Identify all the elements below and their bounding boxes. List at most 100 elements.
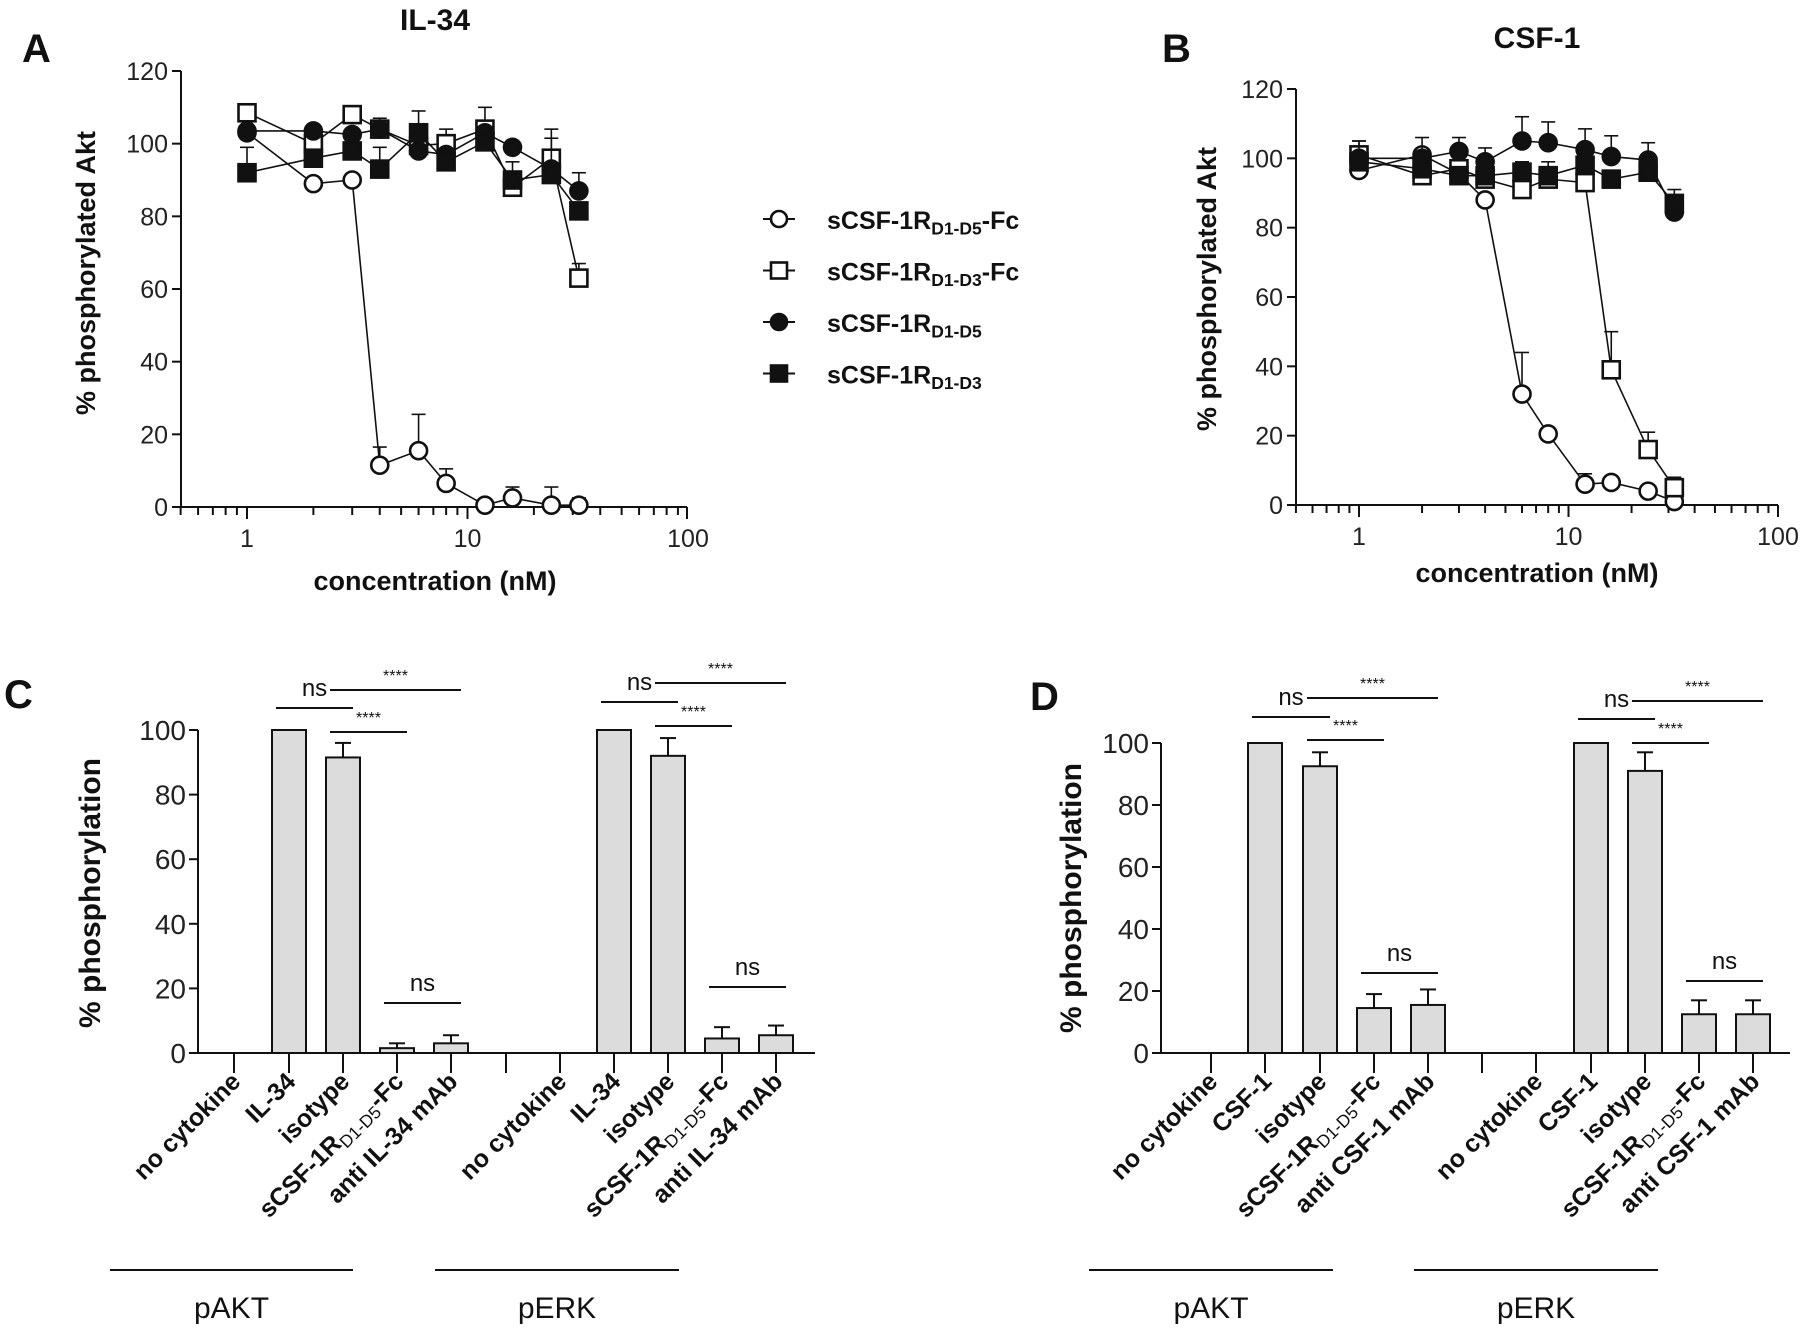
filled-square-marker [502,170,523,190]
label-suffix: -Fc [982,259,1020,287]
y-tick-label: 100 [139,715,186,746]
significance-label: **** [708,661,733,678]
bar-panel-C: 0 20 40 60 80 100 % phosphorylation no cytokine… [74,661,815,1325]
y-tick-label: 40 [140,349,168,377]
significance-label: **** [356,710,381,727]
series-line [246,132,579,507]
bar [1735,1013,1771,1054]
label-base: sCSF-1R [827,259,931,287]
label-subscript: D1-D5 [931,322,982,342]
filled-square-marker [369,159,390,179]
series-line [1358,154,1675,489]
y-tick-label: 100 [1102,728,1149,759]
label-subscript: D1-D5 [931,219,982,239]
series-line [246,131,580,212]
panel-letter: B [1162,27,1191,71]
y-tick-label: 80 [1255,215,1283,243]
bar [650,754,686,1055]
y-tick-label: 20 [1118,976,1149,1007]
open-square-marker [342,104,363,125]
y-tick-label: 80 [155,780,186,811]
y-tick-label: 0 [170,1038,186,1069]
label-base: sCSF-1R [827,310,931,338]
filled-square-marker [436,152,456,172]
significance-label: ns [1278,684,1303,711]
filled-square-marker [1538,165,1558,186]
bar [1247,742,1283,1054]
y-tick-label: 20 [1255,423,1283,451]
open-square-marker [769,261,789,280]
filled-square-marker [475,132,495,152]
y-tick-label: 60 [1255,284,1283,312]
y-axis-label: % phosphorylation [1055,763,1088,1033]
bar [596,729,632,1054]
label-subscript: D1-D3 [931,270,982,290]
panel-letter: C [4,673,33,717]
significance-label: ns [1387,940,1412,967]
y-tick-label: 80 [1118,790,1149,821]
open-square-marker [1601,359,1622,380]
significance-label: **** [1333,718,1358,735]
filled-circle-marker [1512,131,1532,151]
x-tick-label: 10 [454,525,482,553]
series-open-square [1349,140,1685,498]
significance-label: ns [1712,948,1737,975]
y-axis-label: % phosphorylation [74,758,107,1028]
open-circle-marker [342,170,363,190]
group-label: pERK [518,1292,596,1325]
y-tick-label: 120 [1241,76,1283,104]
filled-square-marker [1601,169,1622,189]
filled-square-marker [1664,193,1685,214]
group-label: pAKT [1173,1292,1248,1325]
y-tick-label: 80 [140,203,168,231]
x-tick-label: 100 [667,525,709,553]
label-base: sCSF-1R [578,1130,671,1223]
filled-square-marker [1575,155,1595,176]
series-open-circle [1349,145,1685,512]
legend-label: sCSF-1RD1-D5-Fc [827,207,1019,239]
open-circle-marker [436,473,456,494]
open-circle-marker [1512,384,1532,404]
y-tick-label: 0 [1133,1038,1149,1069]
y-tick-label: 60 [1118,852,1149,883]
filled-circle-marker [237,121,257,141]
label-suffix: -Fc [982,207,1020,235]
y-tick-label: 40 [1255,353,1283,381]
y-tick-label: 100 [126,131,168,159]
y-tick-label: 100 [1241,145,1283,173]
filled-square-marker [1449,165,1469,186]
filled-circle-marker [1538,132,1558,153]
filled-square-marker [1349,152,1369,172]
filled-circle-marker [569,181,589,201]
open-circle-marker [1601,472,1622,493]
filled-circle-marker [408,141,429,161]
series-filled-square [237,110,589,221]
panel-letter: A [22,27,51,71]
label-base: no cytokine [1105,1067,1223,1185]
label-subscript: D1-D3 [931,373,982,393]
open-circle-marker [1638,481,1658,501]
bar [1410,1003,1446,1055]
x-tick-label: 10 [1555,523,1583,551]
bar [1302,765,1338,1054]
bar-panel-D: 0 20 40 60 80 100 % phosphorylation no cytokine… [1055,676,1790,1325]
significance-label: ns [1604,686,1629,713]
filled-square-marker [303,148,324,168]
filled-circle-marker [342,124,363,145]
significance-label: **** [1658,721,1683,738]
series-filled-square [1349,152,1685,214]
series-line [247,128,580,192]
filled-circle-marker [1601,146,1622,167]
open-circle-marker [408,440,429,461]
significance-label: ns [735,954,760,981]
filled-circle-marker [369,119,390,139]
filled-square-marker [1638,162,1658,182]
open-square-marker [1512,179,1532,200]
chart-title: IL-34 [400,4,470,37]
open-circle-marker [369,455,390,476]
x-tick-label: 100 [1757,523,1799,551]
open-square-marker [1575,172,1595,193]
open-circle-marker [569,495,589,515]
